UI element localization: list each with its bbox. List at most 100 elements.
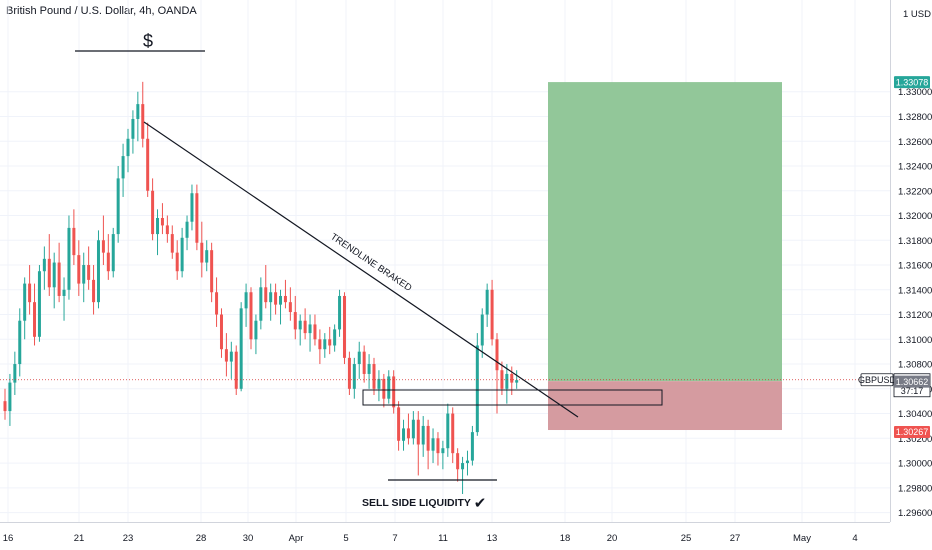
candle-body — [490, 289, 494, 340]
candle — [200, 221, 204, 278]
price-tick-label: 1.32400 — [898, 162, 932, 173]
candle — [234, 345, 238, 395]
candle-body — [200, 242, 204, 263]
candle-body — [392, 376, 396, 408]
candle — [180, 227, 184, 278]
time-tick-label: 11 — [438, 533, 448, 544]
entry-price-badge[interactable]: 1.30662 — [894, 375, 930, 388]
loss-zone[interactable] — [548, 381, 782, 431]
candle — [362, 345, 366, 383]
candle-body — [160, 217, 164, 226]
liquidity-box[interactable] — [362, 389, 663, 406]
price-tick-label: 1.31800 — [898, 236, 932, 247]
candle-body — [77, 255, 81, 284]
check-mark-icon: ✔ — [474, 495, 487, 512]
time-tick-label: 13 — [487, 533, 498, 544]
candle — [116, 166, 120, 243]
candle — [126, 128, 130, 173]
price-tick-label: 1.32200 — [898, 186, 932, 197]
price-axis[interactable]: 1 USD 1.33000 1.32800 1.32600 1.32400 1.32200… — [858, 0, 932, 522]
candle — [283, 279, 287, 309]
candle — [333, 324, 337, 352]
candle — [446, 403, 450, 457]
trendline[interactable] — [143, 121, 579, 418]
candle — [141, 81, 145, 148]
time-tick-label: 16 — [3, 533, 14, 544]
candle-body — [185, 221, 189, 238]
candle — [244, 283, 248, 327]
candle-body — [8, 382, 12, 412]
candle-body — [126, 138, 130, 157]
candle-body — [87, 265, 91, 280]
candle-body — [215, 292, 219, 315]
candle — [421, 416, 425, 457]
candle — [456, 448, 460, 482]
candle-body — [151, 190, 155, 235]
candle — [190, 184, 194, 231]
candle-body — [313, 324, 317, 340]
stop-price-badge[interactable]: 1.30267 — [894, 426, 930, 439]
chart-title: British Pound / U.S. Dollar, 4h, OANDA — [6, 5, 197, 17]
candle — [416, 411, 420, 476]
candle — [151, 178, 155, 241]
candle-body — [67, 227, 71, 290]
candle — [269, 283, 273, 321]
candle-body — [190, 193, 194, 222]
profit-zone[interactable] — [548, 82, 782, 382]
candle-body — [441, 448, 445, 454]
candle-body — [156, 217, 160, 235]
candle-body — [387, 376, 391, 399]
candle — [77, 240, 81, 296]
candle-body — [269, 292, 273, 303]
candle-body — [377, 378, 381, 389]
candle-body — [136, 104, 140, 119]
price-tick-label: 1.30400 — [898, 409, 932, 420]
time-tick-label: 30 — [243, 533, 254, 544]
candle-body — [37, 271, 41, 337]
target-price-badge[interactable]: 1.33078 — [894, 76, 930, 89]
candle-body — [274, 292, 278, 305]
candle — [357, 341, 361, 379]
price-axis-unit: 1 USD — [903, 9, 931, 20]
candle-body — [170, 234, 174, 253]
candle — [67, 215, 71, 300]
candle — [313, 314, 317, 346]
candle — [185, 215, 189, 251]
candle — [397, 401, 401, 451]
position-zones[interactable] — [548, 82, 782, 431]
candle — [160, 203, 164, 235]
candle-body — [342, 295, 346, 358]
target-price-badge-bg — [894, 76, 930, 89]
price-tick-label: 1.30000 — [898, 459, 932, 470]
time-tick-label: 4 — [852, 533, 857, 544]
candle — [239, 302, 243, 392]
time-tick-label: 25 — [681, 533, 692, 544]
candle — [451, 407, 455, 464]
candle-body — [505, 373, 509, 389]
candle-body — [510, 373, 514, 383]
price-tick-label: 1.33000 — [898, 87, 932, 98]
candle-body — [249, 292, 253, 340]
candle-body — [475, 345, 479, 433]
candle-body — [323, 339, 327, 350]
candle-body — [397, 407, 401, 441]
candle — [274, 283, 278, 315]
candle-body — [3, 401, 7, 412]
symbol-badge[interactable]: GBPUSD — [858, 373, 897, 387]
candle — [318, 329, 322, 365]
candle — [82, 252, 86, 303]
candle-body — [465, 460, 469, 464]
candle-body — [416, 419, 420, 445]
candle — [431, 428, 435, 464]
candle — [52, 252, 56, 309]
candle-body — [106, 252, 110, 272]
symbol-badge-bg — [860, 373, 894, 387]
time-tick-label: Apr — [289, 533, 304, 544]
candle-body — [406, 428, 410, 439]
entry-price-badge-bg — [894, 375, 930, 388]
time-tick-label: 5 — [343, 533, 348, 544]
time-tick-label: May — [793, 533, 811, 544]
time-axis[interactable]: 16 21 23 28 30 Apr 5 7 11 13 18 20 25 27 May 4 — [0, 522, 890, 545]
candle-body — [382, 378, 386, 399]
